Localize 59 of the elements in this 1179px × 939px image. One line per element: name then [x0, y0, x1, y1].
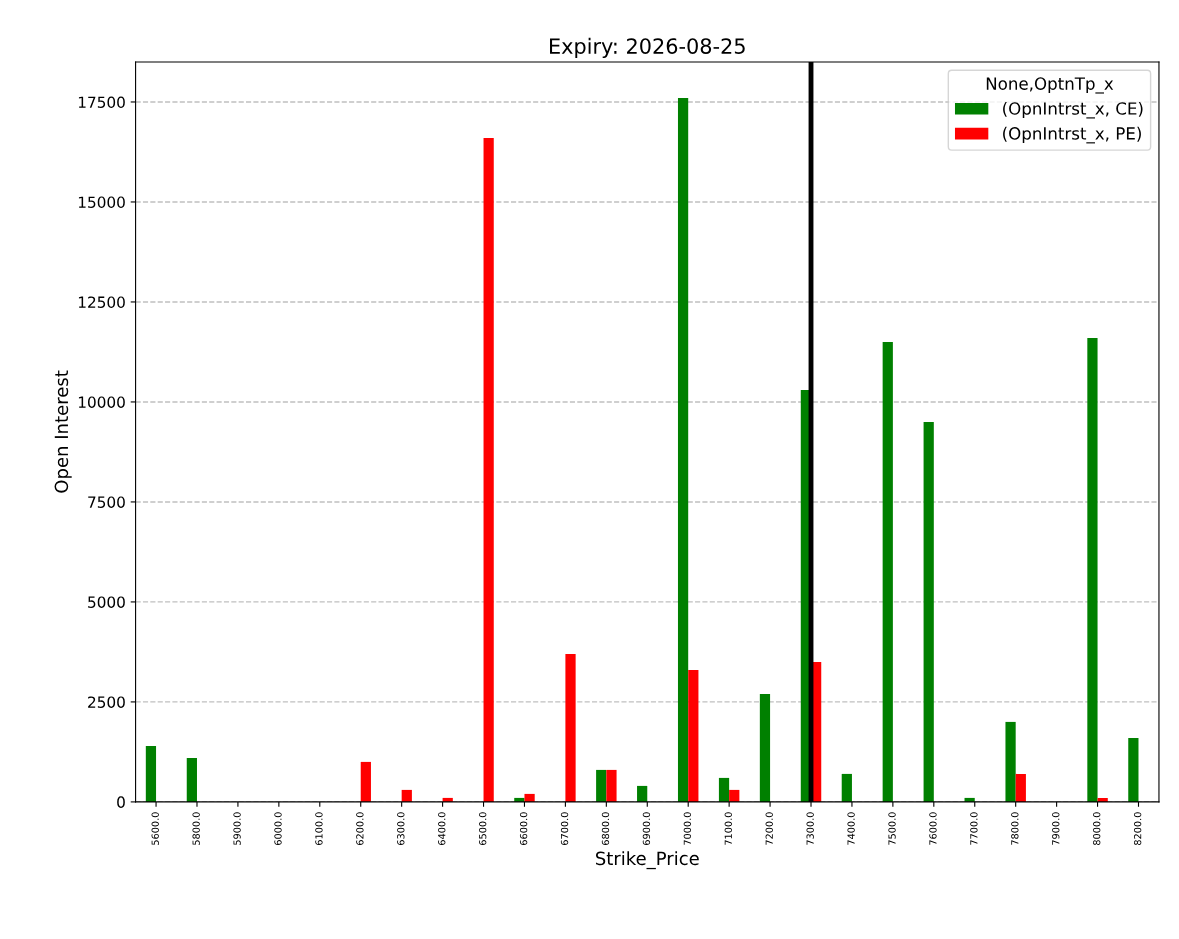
x-tick-label: 5900.0	[233, 812, 241, 845]
bar	[759, 693, 771, 802]
y-tick-label: 0	[117, 796, 125, 808]
bar	[841, 773, 852, 802]
bar	[637, 785, 648, 802]
x-tick-label: 6300.0	[397, 812, 405, 845]
x-tick-label: 8200.0	[1133, 812, 1142, 845]
x-tick-label: 6600.0	[519, 812, 528, 845]
y-tick-label: 7500	[88, 496, 125, 508]
x-tick-label: 6800.0	[601, 812, 610, 845]
x-tick-label: 6400.0	[438, 812, 446, 845]
x-tick-label: 7300.0	[806, 812, 814, 845]
x-tick-label: 6500.0	[479, 812, 487, 845]
x-tick-label: 8000.0	[1093, 812, 1101, 845]
x-tick-label: 7000.0	[683, 812, 692, 845]
chart-title: Expiry: 2026-08-25	[550, 37, 745, 58]
y-tick-label: 12500	[78, 296, 125, 308]
legend-title: None,OptnTp_x	[986, 77, 1114, 94]
x-tick-label: 6200.0	[356, 812, 364, 845]
bar	[606, 769, 617, 802]
x-tick-label: 6700.0	[560, 812, 569, 845]
x-tick-label: 6000.0	[274, 812, 282, 845]
bar	[923, 421, 934, 802]
bar	[688, 669, 699, 802]
bar	[565, 653, 576, 802]
bar	[1087, 337, 1098, 802]
x-tick-label: 7500.0	[888, 812, 896, 845]
legend-label: (OpnIntrst_x, PE)	[1003, 126, 1141, 144]
y-tick-label: 10000	[78, 396, 125, 408]
legend-label: (OpnIntrst_x, CE)	[1003, 101, 1143, 119]
bar	[145, 745, 157, 802]
x-tick-label: 5600.0	[151, 812, 159, 845]
bar	[524, 793, 535, 802]
bar	[483, 137, 494, 802]
bar	[1128, 737, 1139, 802]
x-tick-label: 7700.0	[970, 812, 978, 845]
bar	[1015, 773, 1026, 802]
bar	[882, 341, 893, 802]
x-tick-label: 7600.0	[929, 812, 937, 845]
bar	[677, 97, 689, 802]
x-tick-label: 7200.0	[765, 812, 773, 845]
x-tick-label: 6900.0	[642, 812, 651, 845]
y-tick-label: 17500	[78, 96, 125, 108]
x-tick-label: 7100.0	[724, 812, 732, 845]
y-axis-title: Open Interest	[54, 370, 72, 493]
y-tick-label: 15000	[78, 196, 125, 208]
x-tick-label: 6100.0	[315, 812, 323, 845]
x-tick-label: 7400.0	[847, 812, 855, 845]
x-tick-label: 7800.0	[1011, 812, 1019, 845]
bar	[718, 777, 730, 802]
x-tick-label: 7900.0	[1052, 812, 1060, 845]
x-axis-title: Strike_Price	[595, 851, 699, 870]
bar	[596, 769, 607, 802]
bar	[186, 757, 197, 802]
y-tick-label: 5000	[88, 596, 125, 608]
bar	[360, 761, 371, 802]
y-tick-label: 2500	[88, 696, 125, 708]
x-tick-label: 5800.0	[192, 812, 200, 845]
bar	[1005, 721, 1016, 802]
